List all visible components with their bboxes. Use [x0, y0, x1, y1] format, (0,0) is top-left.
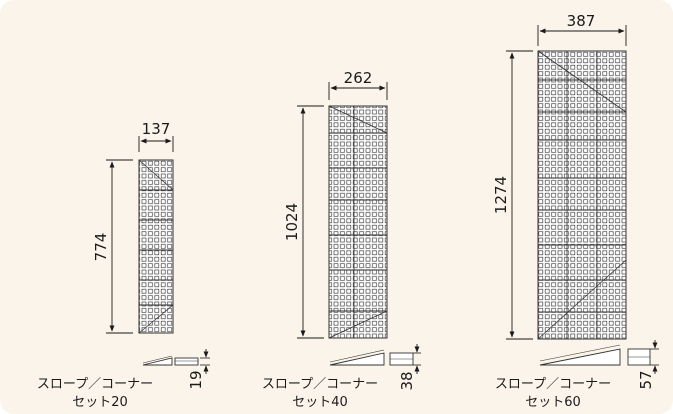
set-20-width-label: 137: [142, 120, 171, 138]
set-40-side-profile: [329, 349, 414, 366]
set-40-thickness-dimension: 38: [398, 344, 421, 391]
set-20-caption-line1: スロープ／コーナー: [37, 377, 153, 392]
set-40-drawing: 262 1024 38 スロープ／コーナー セット40: [262, 69, 421, 410]
set-40-caption-line2: セット40: [292, 395, 348, 410]
set-40-height-label: 1024: [283, 203, 301, 241]
set-60-width-label: 387: [567, 12, 596, 30]
set-40-mat: [328, 105, 388, 339]
set-20-side-profile: [142, 355, 199, 366]
set-40-caption-line1: スロープ／コーナー: [262, 377, 378, 392]
set-40-width-dimension: 262: [328, 69, 388, 100]
set-20-width-dimension: 137: [138, 120, 174, 152]
set-60-height-dimension: 1274: [492, 50, 533, 340]
set-40-thickness-label: 38: [398, 371, 416, 390]
set-60-caption-line1: スロープ／コーナー: [495, 377, 611, 392]
set-20-thickness-dimension: 19: [187, 349, 210, 390]
set-60-side-profile: [539, 344, 651, 366]
set-60-mat: [537, 50, 627, 340]
set-20-height-dimension: 774: [92, 159, 133, 334]
set-20-mat: [138, 159, 174, 334]
set-60-height-label: 1274: [492, 176, 510, 214]
set-60-drawing: 387 1274 57 スロープ／コーナー セット60: [492, 12, 659, 410]
set-20-drawing: 137 774 19 スロープ／コーナー セット20: [37, 120, 210, 410]
set-60-width-dimension: 387: [537, 12, 627, 46]
set-20-height-label: 774: [92, 233, 110, 262]
set-60-thickness-label: 57: [637, 370, 655, 389]
set-20-thickness-label: 19: [187, 370, 205, 389]
set-60-thickness-dimension: 57: [637, 340, 659, 390]
set-40-height-dimension: 1024: [283, 105, 324, 339]
set-40-width-label: 262: [344, 69, 373, 87]
set-60-caption-line2: セット60: [525, 395, 581, 410]
set-20-caption-line2: セット20: [72, 395, 128, 410]
